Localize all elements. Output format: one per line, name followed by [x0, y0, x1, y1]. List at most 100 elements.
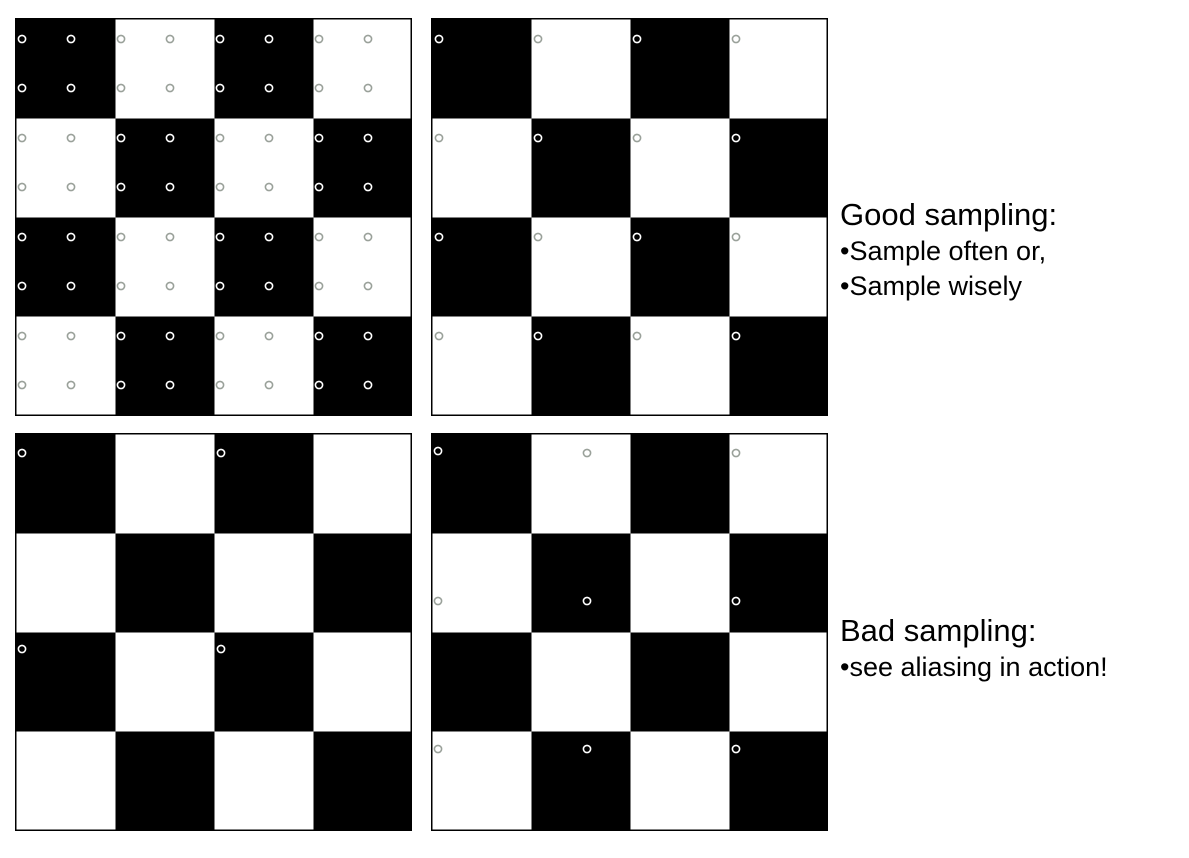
- dark-square: [432, 19, 532, 119]
- light-square: [115, 217, 215, 317]
- sample-point-marker: [17, 182, 27, 192]
- sample-point-marker: [17, 448, 27, 458]
- sample-point-marker: [632, 133, 642, 143]
- sample-point-marker: [66, 380, 76, 390]
- sample-point-marker: [314, 83, 324, 93]
- sample-point-marker: [17, 133, 27, 143]
- light-square: [630, 533, 730, 633]
- light-square: [214, 731, 314, 831]
- dark-square: [214, 632, 314, 732]
- sample-point-marker: [66, 182, 76, 192]
- light-square: [432, 118, 532, 218]
- light-square: [313, 217, 412, 317]
- sample-point-marker: [434, 34, 444, 44]
- dark-square: [531, 533, 631, 633]
- sample-point-marker: [314, 133, 324, 143]
- sample-point-marker: [264, 232, 274, 242]
- dark-square: [115, 316, 215, 416]
- sample-point-marker: [731, 232, 741, 242]
- sample-point-marker: [363, 281, 373, 291]
- sample-point-marker: [215, 331, 225, 341]
- light-square: [432, 533, 532, 633]
- dark-square: [214, 434, 314, 534]
- sample-point-marker: [731, 34, 741, 44]
- sample-point-marker: [116, 133, 126, 143]
- light-square: [214, 533, 314, 633]
- light-square: [531, 632, 631, 732]
- sample-point-marker: [314, 281, 324, 291]
- light-square: [16, 533, 116, 633]
- sample-point-marker: [434, 331, 444, 341]
- sample-point-marker: [731, 133, 741, 143]
- sample-point-marker: [731, 596, 741, 606]
- light-square: [531, 19, 631, 119]
- sample-point-marker: [116, 281, 126, 291]
- sample-point-marker: [17, 380, 27, 390]
- dark-square: [432, 434, 532, 534]
- dark-square: [115, 731, 215, 831]
- board-border: [431, 18, 828, 416]
- sample-point-marker: [17, 83, 27, 93]
- sample-point-marker: [66, 34, 76, 44]
- good-sampling-caption: Good sampling: •Sample often or, •Sample…: [840, 196, 1057, 304]
- sample-point-marker: [731, 744, 741, 754]
- dark-square: [630, 217, 730, 317]
- light-square: [531, 434, 631, 534]
- dark-square: [214, 217, 314, 317]
- sample-point-marker: [165, 133, 175, 143]
- bad-sampling-title: Bad sampling:: [840, 613, 1037, 648]
- sample-point-marker: [533, 133, 543, 143]
- good-sampling-title: Good sampling:: [840, 197, 1058, 232]
- sample-point-marker: [632, 34, 642, 44]
- sample-point-marker: [363, 83, 373, 93]
- sample-point-marker: [314, 380, 324, 390]
- sample-point-marker: [264, 281, 274, 291]
- checkerboard-svg: [431, 433, 828, 831]
- sample-point-marker: [582, 448, 592, 458]
- light-square: [16, 316, 116, 416]
- dark-square: [313, 533, 412, 633]
- sample-point-marker: [731, 331, 741, 341]
- sample-point-marker: [165, 380, 175, 390]
- light-square: [630, 316, 730, 416]
- sample-point-marker: [363, 133, 373, 143]
- dark-square: [313, 118, 412, 218]
- sample-point-marker: [314, 34, 324, 44]
- sample-point-marker: [533, 232, 543, 242]
- dark-square: [630, 19, 730, 119]
- dark-square: [16, 632, 116, 732]
- light-square: [115, 19, 215, 119]
- sample-point-marker: [116, 380, 126, 390]
- dark-square: [16, 217, 116, 317]
- light-square: [16, 118, 116, 218]
- dark-square: [531, 118, 631, 218]
- dark-square: [729, 533, 828, 633]
- sample-point-marker: [264, 133, 274, 143]
- light-square: [115, 632, 215, 732]
- sample-point-marker: [363, 232, 373, 242]
- dark-square: [531, 731, 631, 831]
- dark-square: [729, 118, 828, 218]
- bad-sampling-caption: Bad sampling: •see aliasing in action!: [840, 612, 1108, 685]
- light-square: [432, 731, 532, 831]
- checkerboard-dense-sampling: [15, 18, 412, 416]
- bad-sampling-bullet-aliasing: •see aliasing in action!: [840, 652, 1108, 682]
- sample-point-marker: [363, 380, 373, 390]
- light-square: [214, 118, 314, 218]
- good-sampling-bullet-wisely: •Sample wisely: [840, 271, 1023, 301]
- checkerboard-svg: [15, 18, 412, 416]
- sample-point-marker: [165, 232, 175, 242]
- sample-point-marker: [582, 744, 592, 754]
- dark-square: [729, 731, 828, 831]
- sample-point-marker: [165, 331, 175, 341]
- light-square: [432, 316, 532, 416]
- sample-point-marker: [363, 34, 373, 44]
- checkerboard-svg: [431, 18, 828, 416]
- sample-point-marker: [116, 182, 126, 192]
- board-border: [15, 433, 412, 831]
- dark-square: [214, 19, 314, 119]
- sample-point-marker: [165, 83, 175, 93]
- checkerboard-one-sample-per-square: [431, 18, 828, 416]
- light-square: [16, 731, 116, 831]
- sample-point-marker: [434, 232, 444, 242]
